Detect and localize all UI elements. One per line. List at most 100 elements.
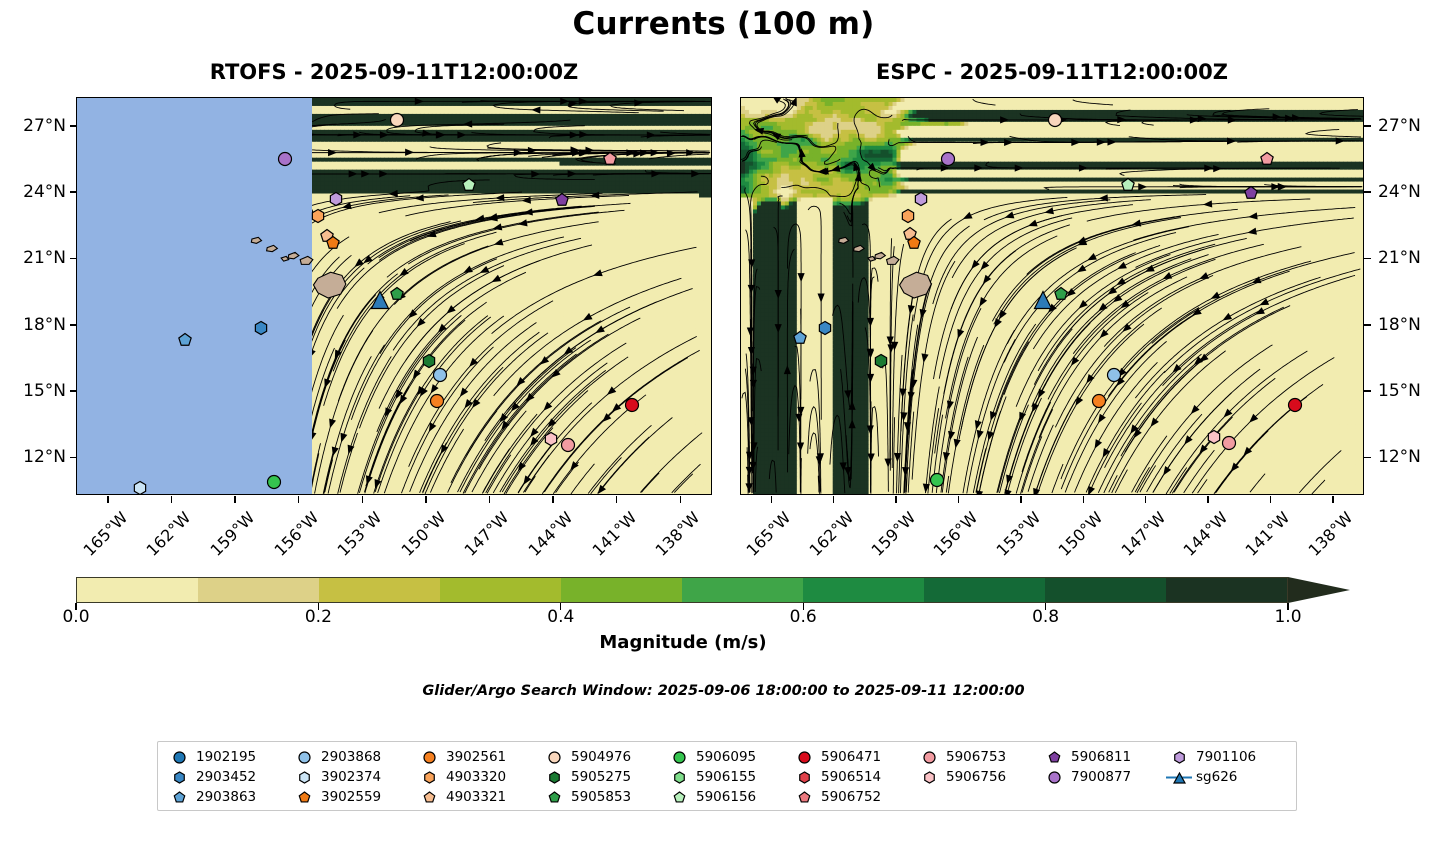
map-marker-5906811[interactable] — [555, 192, 570, 208]
map-marker-2903863[interactable] — [793, 330, 808, 345]
map-marker-5906156[interactable] — [1120, 177, 1135, 193]
legend-item-7900877[interactable]: 7900877 — [1041, 767, 1131, 787]
map-marker-5905275[interactable] — [421, 354, 436, 369]
ytick-mark-left — [70, 390, 77, 392]
map-marker-3902561[interactable] — [1091, 393, 1106, 409]
legend-item-1902195[interactable]: 1902195 — [166, 747, 256, 767]
map-marker-5906753[interactable] — [1259, 152, 1274, 167]
xtick-label-1-5: 150°W — [1049, 508, 1107, 565]
legend-item-5906095[interactable]: 5906095 — [666, 747, 756, 767]
xtick-mark — [361, 496, 363, 503]
map-marker-3902559[interactable] — [325, 235, 340, 250]
legend-item-5906811[interactable]: 5906811 — [1041, 747, 1131, 767]
map-marker-2903863[interactable] — [177, 332, 192, 347]
legend-marker-circle-icon — [1041, 767, 1067, 787]
legend-item-3902561[interactable]: 3902561 — [416, 747, 506, 767]
map-marker-7900877[interactable] — [277, 152, 293, 167]
legend-marker-pentagon-icon — [416, 787, 442, 807]
map-marker-5906756[interactable] — [544, 431, 559, 446]
colorbar-segment-4 — [561, 578, 682, 602]
map-marker-7901106[interactable] — [914, 191, 929, 207]
legend-item-5906514[interactable]: 5906514 — [791, 767, 881, 787]
legend-label: 7900877 — [1067, 769, 1131, 785]
colorbar-tick-mark-3 — [802, 603, 804, 610]
xtick-mark — [297, 496, 300, 503]
xtick-mark — [957, 496, 960, 503]
legend-item-5904976[interactable]: 5904976 — [541, 747, 631, 767]
ytick-mark-right — [1364, 324, 1371, 326]
map-marker-5905853[interactable] — [1054, 286, 1069, 302]
map-marker-4903320[interactable] — [900, 208, 915, 224]
map-marker-5905275[interactable] — [873, 354, 888, 369]
legend-marker-circle-icon — [791, 747, 817, 767]
map-marker-sg626[interactable] — [1033, 290, 1053, 310]
map-marker-2903452[interactable] — [253, 320, 268, 335]
map-marker-4903320[interactable] — [310, 208, 325, 224]
map-marker-3902374[interactable] — [133, 480, 148, 494]
legend-item-3902374[interactable]: 3902374 — [291, 767, 381, 787]
legend-marker-pentagon-icon — [666, 787, 692, 807]
legend-item-3902559[interactable]: 3902559 — [291, 787, 381, 807]
legend-label: 5906811 — [1067, 749, 1131, 765]
xtick-mark — [615, 496, 618, 503]
map-marker-2903868[interactable] — [432, 368, 447, 383]
xtick-mark — [552, 496, 554, 503]
map-marker-3902559[interactable] — [906, 235, 921, 250]
map-panel-rtofs[interactable] — [76, 97, 712, 495]
legend-label: 4903320 — [442, 769, 506, 785]
map-marker-5906471[interactable] — [624, 397, 639, 412]
legend-item-5905275[interactable]: 5905275 — [541, 767, 631, 787]
map-marker-3902561[interactable] — [430, 393, 445, 409]
map-marker-5906095[interactable] — [266, 475, 281, 490]
map-marker-5905853[interactable] — [390, 286, 405, 302]
map-marker-5906095[interactable] — [929, 473, 945, 488]
map-marker-5906753[interactable] — [602, 152, 617, 167]
map-marker-sg626[interactable] — [370, 290, 390, 310]
ytick-mark-left — [70, 324, 77, 326]
legend-item-2903868[interactable]: 2903868 — [291, 747, 381, 767]
xtick-label-0-7: 144°W — [519, 508, 577, 565]
legend-item-5905853[interactable]: 5905853 — [541, 787, 631, 807]
legend-marker-circle-icon — [416, 747, 442, 767]
map-marker-5906811[interactable] — [1244, 185, 1259, 201]
legend-item-4903320[interactable]: 4903320 — [416, 767, 506, 787]
legend-marker-circle-icon — [666, 747, 692, 767]
map-marker-5904976[interactable] — [390, 112, 405, 127]
map-marker-5906753b[interactable] — [1222, 435, 1237, 450]
colorbar-tick-label-3: 0.6 — [763, 607, 843, 627]
landmass-hawaii-espc — [838, 236, 932, 299]
ytick-label-right-5: 12°N — [1378, 447, 1447, 467]
legend-column-7: 5906811 7900877 — [1041, 747, 1131, 787]
legend-item-5906756[interactable]: 5906756 — [916, 767, 1006, 787]
legend-item-sg626[interactable]: sg626 — [1166, 767, 1256, 787]
map-marker-5906471[interactable] — [1287, 397, 1302, 412]
map-panel-espc[interactable] — [740, 97, 1364, 495]
colorbar-tick-mark-2 — [560, 603, 562, 610]
legend-item-2903452[interactable]: 2903452 — [166, 767, 256, 787]
legend-item-5906753[interactable]: 5906753 — [916, 747, 1006, 767]
legend-item-5906155[interactable]: 5906155 — [666, 767, 756, 787]
legend-item-5906471[interactable]: 5906471 — [791, 747, 881, 767]
legend-label: 5906752 — [817, 789, 881, 805]
legend-marker-hexagon-icon — [541, 767, 567, 787]
map-marker-5906753b[interactable] — [561, 437, 576, 452]
map-marker-7901106[interactable] — [328, 191, 343, 207]
map-marker-5906156[interactable] — [461, 177, 476, 193]
ytick-mark-right — [1364, 125, 1371, 127]
legend-item-7901106[interactable]: 7901106 — [1166, 747, 1256, 767]
legend-item-5906156[interactable]: 5906156 — [666, 787, 756, 807]
legend-marker-pentagon-icon — [166, 787, 192, 807]
legend-item-4903321[interactable]: 4903321 — [416, 787, 506, 807]
legend[interactable]: 1902195 2903452 2903863 2903868 3902374 39025… — [157, 741, 1297, 811]
map-marker-5906756[interactable] — [1206, 429, 1221, 444]
map-marker-2903452[interactable] — [817, 320, 832, 335]
legend-item-5906752[interactable]: 5906752 — [791, 787, 881, 807]
legend-column-3: 5904976 5905275 5905853 — [541, 747, 631, 807]
xtick-label-0-9: 138°W — [646, 508, 704, 565]
map-marker-2903868[interactable] — [1107, 368, 1122, 383]
xtick-mark — [679, 496, 681, 503]
map-marker-5904976[interactable] — [1048, 112, 1063, 127]
legend-item-2903863[interactable]: 2903863 — [166, 787, 256, 807]
map-marker-7900877[interactable] — [940, 152, 955, 167]
colorbar-tick-label-5: 1.0 — [1248, 607, 1328, 627]
